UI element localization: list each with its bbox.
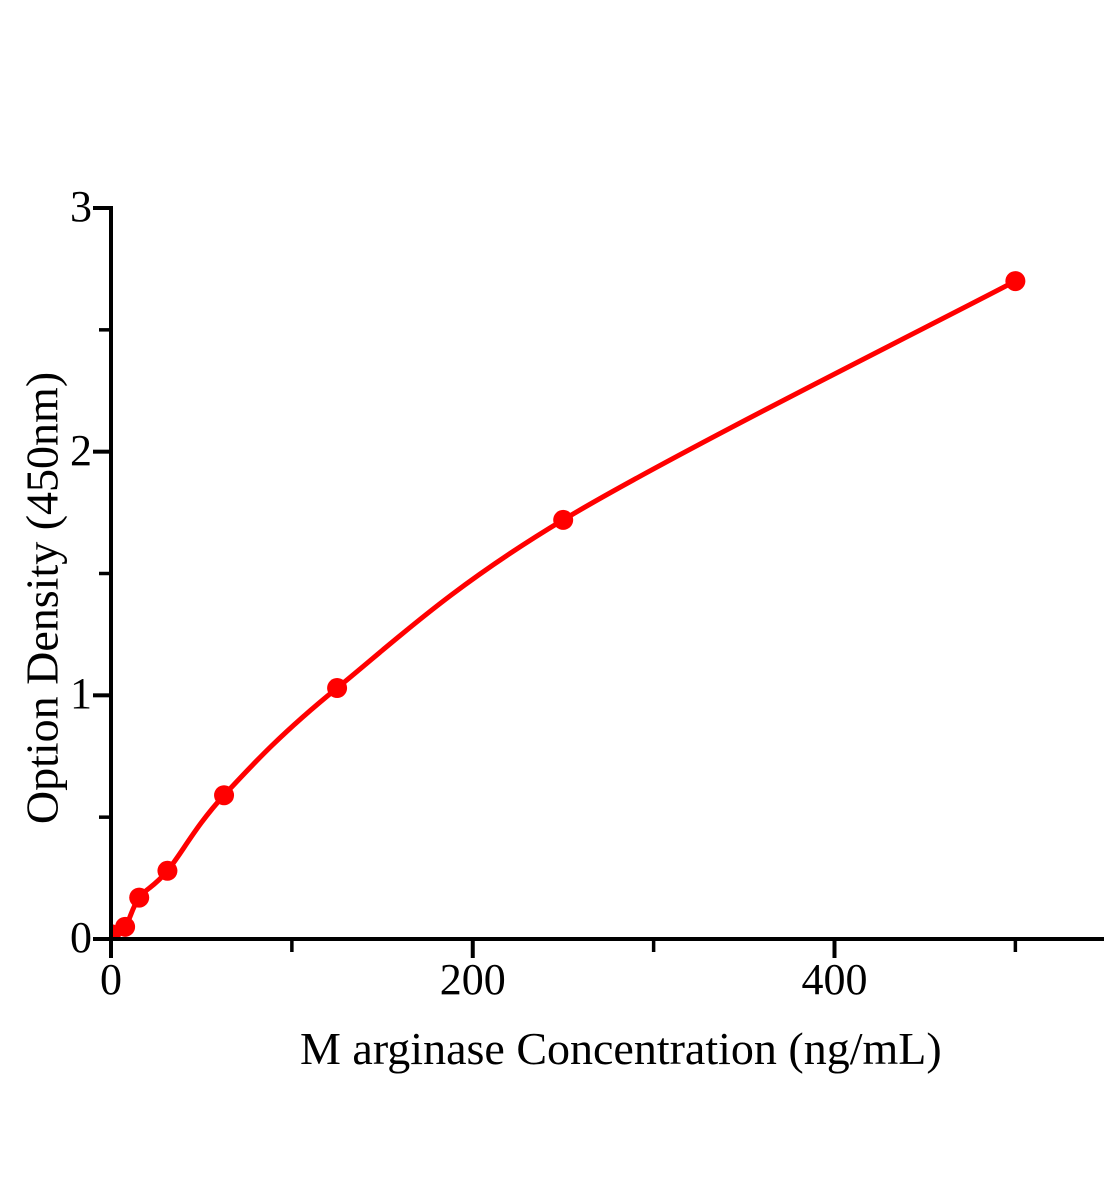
data-point-marker (327, 678, 348, 699)
data-point-marker (214, 785, 235, 806)
data-point-marker (1005, 271, 1026, 292)
data-point-marker (157, 860, 178, 881)
y-axis-tick-label: 0 (70, 912, 92, 962)
series-group (113, 271, 1026, 938)
standard-curve-line (113, 278, 1017, 937)
y-axis-tick-label: 1 (70, 669, 92, 719)
y-axis-tick-label: 3 (70, 181, 92, 231)
x-axis-label: M arginase Concentration (ng/mL) (300, 1023, 942, 1074)
x-axis-tick-label: 0 (100, 955, 122, 1004)
y-axis-label: Option Density (450nm) (16, 371, 68, 825)
data-point-marker (553, 509, 574, 530)
x-axis-tick-label: 200 (439, 955, 506, 1004)
data-point-marker (129, 887, 150, 908)
y-axis-tick-label: 2 (70, 425, 92, 475)
data-point-marker (115, 916, 136, 937)
x-axis-tick-label: 400 (801, 955, 868, 1004)
